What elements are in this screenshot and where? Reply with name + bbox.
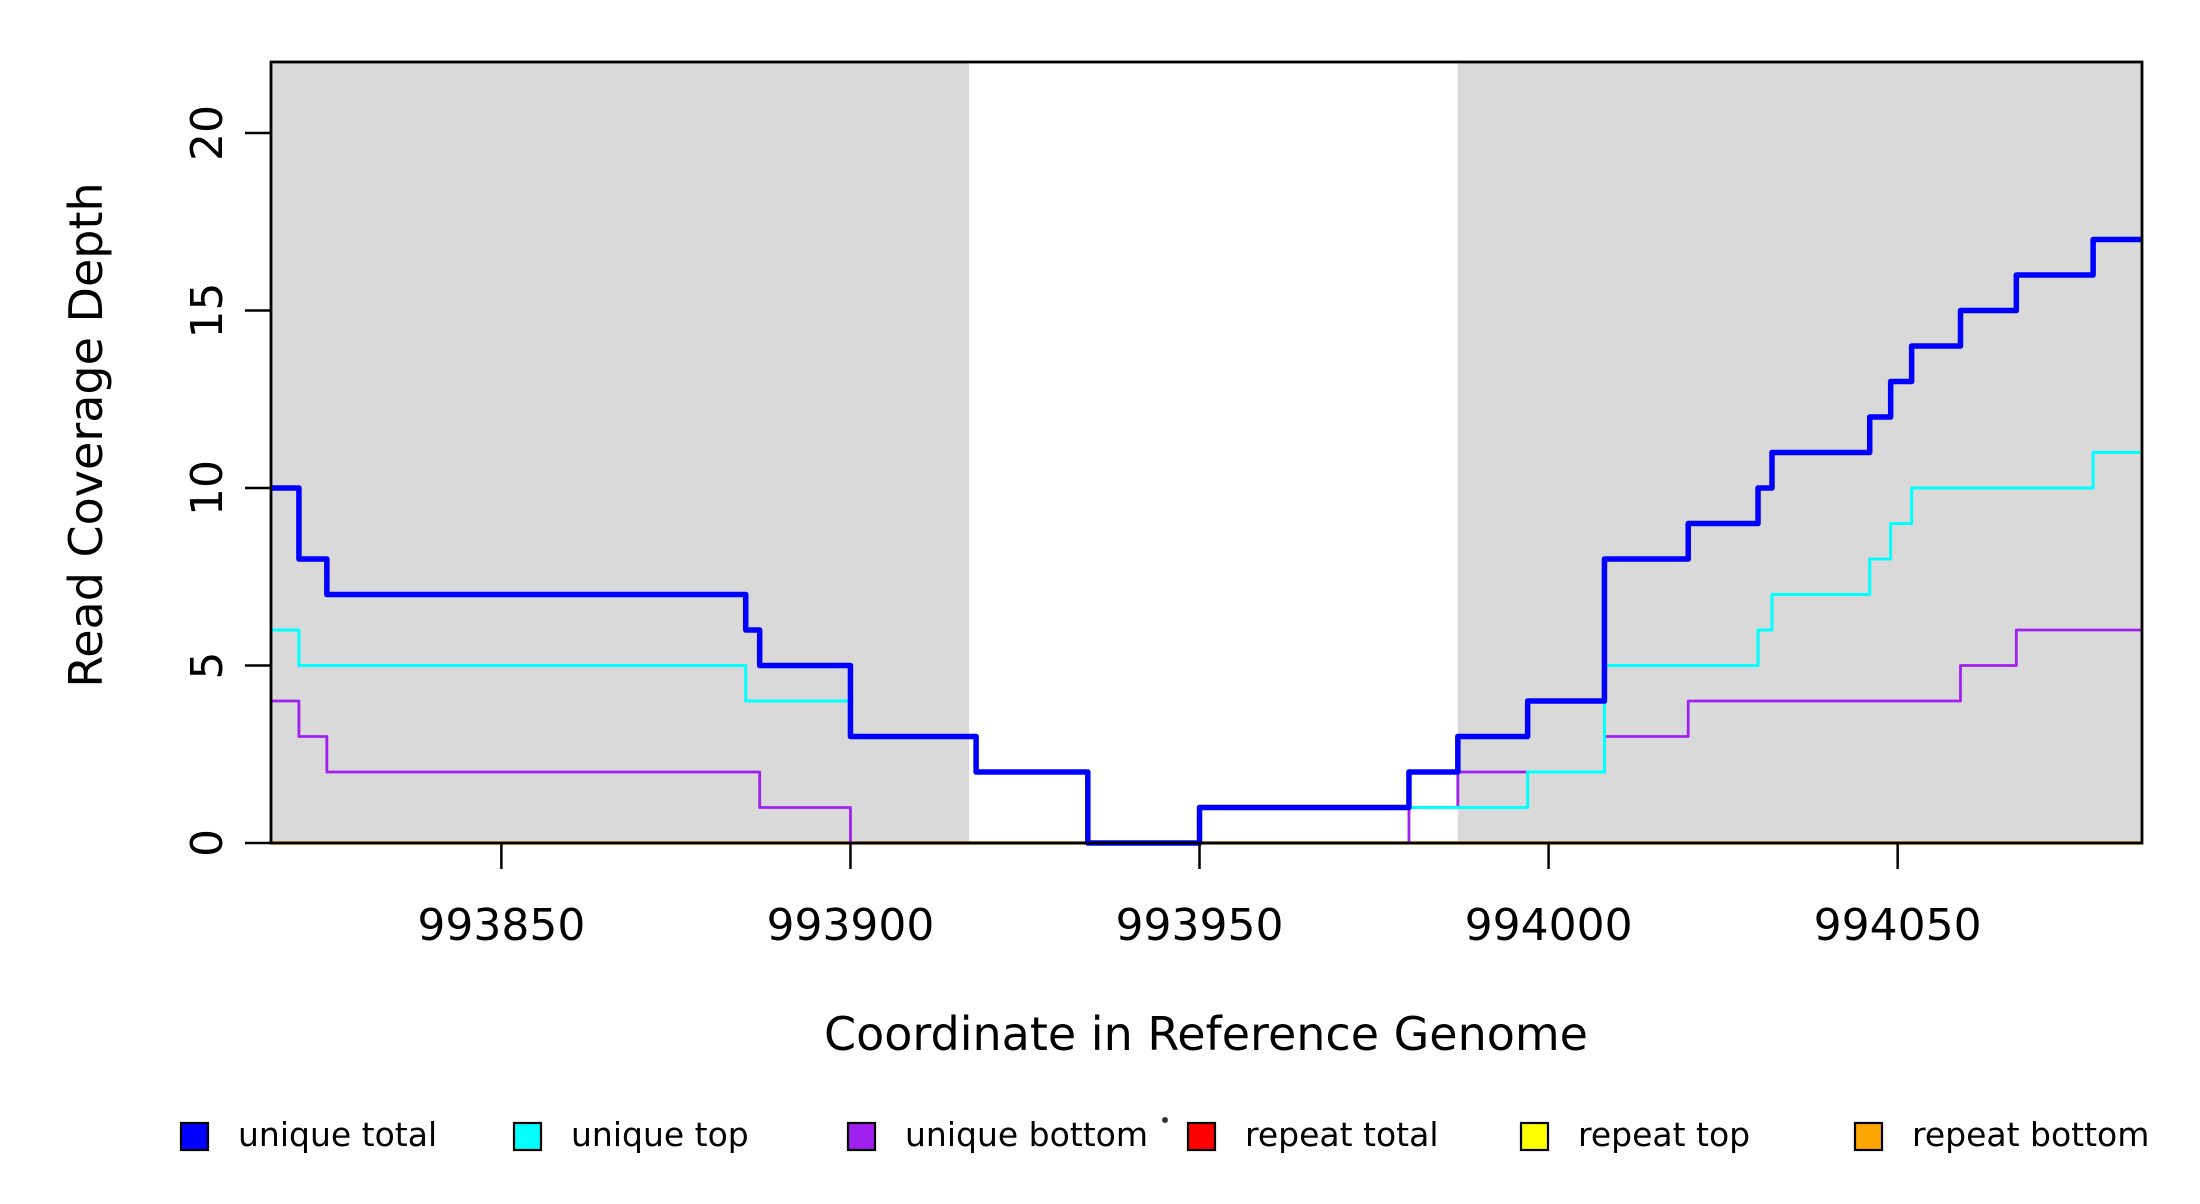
legend-item: unique bottom: [846, 1115, 1148, 1154]
x-tick-label: 994000: [1465, 900, 1633, 951]
legend-swatch-unique-total: [179, 1121, 210, 1152]
x-tick-label: 993950: [1116, 900, 1284, 951]
stray-dot-mark: [1162, 1117, 1168, 1123]
y-axis-title: Read Coverage Depth: [59, 182, 113, 687]
legend-swatch-repeat-total: [1186, 1121, 1217, 1152]
legend: unique total unique top unique bottom repea…: [179, 1115, 2149, 1154]
x-axis: 993850 993900 993950 994000 994050: [417, 843, 1982, 951]
series-line-unique-top: [271, 451, 2142, 845]
legend-swatch-unique-top: [512, 1121, 543, 1152]
series-line-unique-total: [271, 236, 2142, 846]
shaded-region: [271, 62, 970, 843]
legend-item: unique total: [179, 1115, 437, 1154]
legend-item: unique top: [512, 1115, 749, 1154]
legend-label: repeat total: [1245, 1115, 1439, 1154]
y-tick-label: 10: [182, 460, 233, 516]
y-tick-label: 5: [182, 652, 233, 680]
legend-label: unique top: [571, 1115, 749, 1154]
legend-swatch-unique-bottom: [846, 1121, 877, 1152]
legend-swatch-repeat-bottom: [1853, 1121, 1884, 1152]
y-tick-label: 20: [182, 105, 233, 161]
legend-label: repeat bottom: [1912, 1115, 2149, 1154]
legend-label: unique total: [238, 1115, 437, 1154]
x-axis-title: Coordinate in Reference Genome: [824, 1007, 1588, 1061]
plot-border: [269, 60, 2144, 845]
legend-swatch-repeat-top: [1519, 1121, 1550, 1152]
legend-item: repeat top: [1519, 1115, 1750, 1154]
legend-label: unique bottom: [905, 1115, 1148, 1154]
y-axis: 0 5 10 15 20: [182, 105, 271, 857]
x-tick-label: 993900: [766, 900, 934, 951]
x-tick-label: 993850: [417, 900, 585, 951]
legend-item: repeat bottom: [1853, 1115, 2149, 1154]
y-tick-label: 0: [182, 829, 233, 857]
x-tick-label: 994050: [1814, 900, 1982, 951]
legend-item: repeat total: [1186, 1115, 1439, 1154]
legend-label: repeat top: [1578, 1115, 1750, 1154]
y-tick-label: 15: [182, 283, 233, 339]
